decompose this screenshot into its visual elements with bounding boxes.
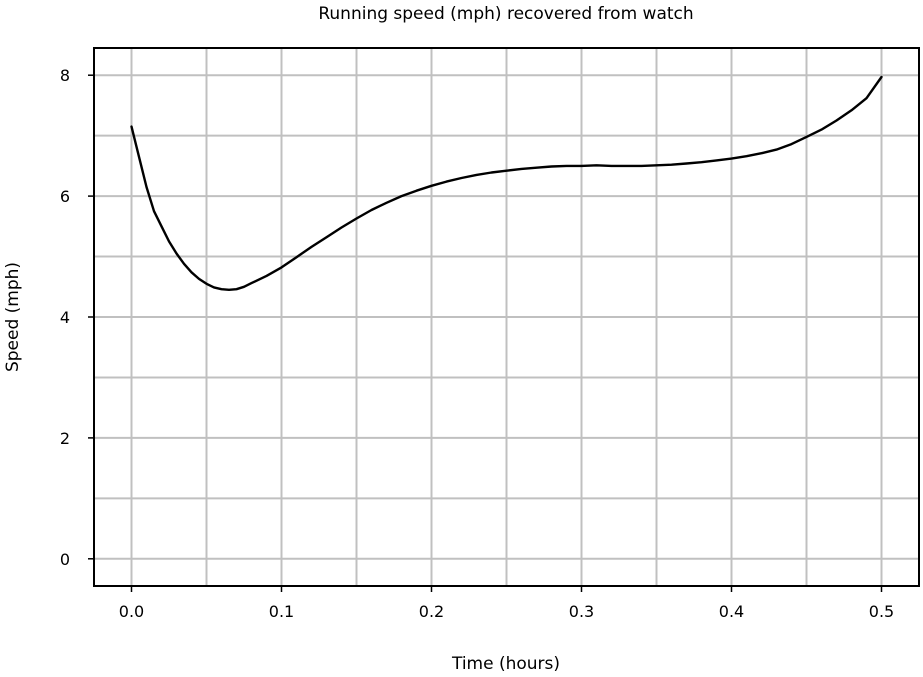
x-tick-label: 0.1: [269, 602, 294, 621]
grid: [94, 48, 919, 586]
series-group: [130, 75, 883, 291]
y-tick-label: 0: [60, 550, 70, 569]
y-axis-label: Speed (mph): [3, 262, 23, 372]
x-tick-label: 0.0: [119, 602, 144, 621]
x-tick-label: 0.4: [719, 602, 744, 621]
x-tick-label: 0.5: [869, 602, 894, 621]
series-line: [130, 75, 883, 291]
x-tick-label: 0.3: [569, 602, 594, 621]
y-tick-label: 4: [60, 308, 70, 327]
plot-frame: [93, 47, 920, 587]
y-tick-label: 8: [60, 66, 70, 85]
axis-ticks: 0.0 0.1 0.2 0.3 0.4 0.5 0 2 4 6 8: [60, 66, 894, 621]
y-tick-label: 6: [60, 187, 70, 206]
chart-title: Running speed (mph) recovered from watch: [318, 4, 693, 24]
x-tick-label: 0.2: [419, 602, 444, 621]
x-axis-label: Time (hours): [451, 654, 560, 674]
y-tick-label: 2: [60, 429, 70, 448]
